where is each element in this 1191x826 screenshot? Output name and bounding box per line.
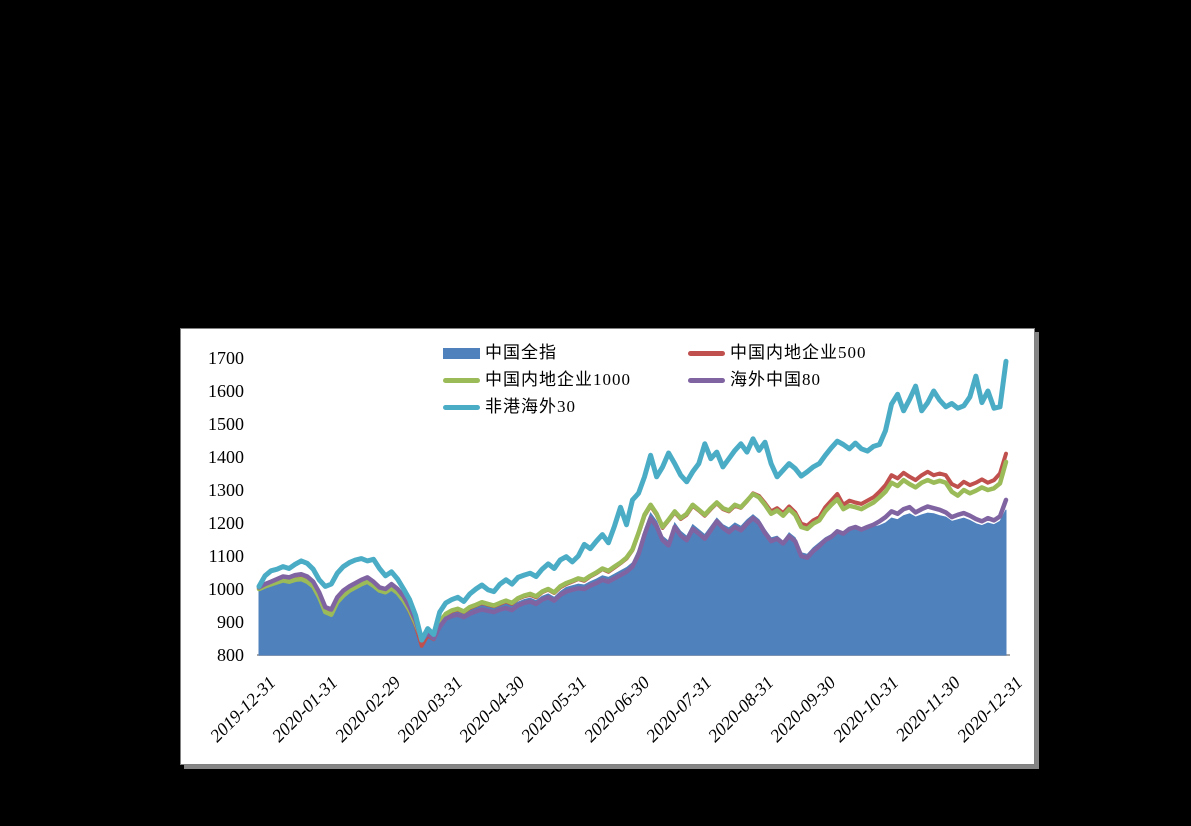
legend-swatch-icon (443, 404, 480, 410)
legend-item-4: 非港海外30 (443, 395, 576, 419)
y-axis-label: 900 (217, 612, 244, 632)
legend-label: 中国全指 (485, 343, 557, 362)
legend-label: 中国内地企业500 (730, 343, 867, 362)
legend-swatch-icon (443, 377, 480, 383)
legend-item-0: 中国全指 (443, 341, 557, 365)
series-line-2 (256, 459, 1009, 641)
series-line-3 (256, 497, 1009, 643)
y-axis-label: 1500 (208, 414, 244, 434)
legend-swatch-icon (443, 347, 480, 359)
y-axis-label: 1400 (208, 447, 244, 467)
legend-swatch-icon (688, 350, 725, 356)
y-axis-label: 1000 (208, 579, 244, 599)
chart-panel: 1700 1600 1500 1400 1300 1200 1100 1000 900 800 2… (180, 328, 1035, 765)
legend-swatch-icon (688, 377, 725, 383)
y-axis-label: 1200 (208, 513, 244, 533)
legend-label: 中国内地企业1000 (485, 370, 631, 389)
plot-area (256, 358, 1009, 656)
y-axis-label: 1600 (208, 381, 244, 401)
legend-label: 非港海外30 (485, 397, 576, 416)
y-axis-label: 800 (217, 645, 244, 665)
y-axis-label: 1300 (208, 480, 244, 500)
y-axis-label: 1100 (208, 546, 244, 566)
y-axis-label: 1700 (208, 348, 244, 368)
legend-label: 海外中国80 (730, 370, 821, 389)
legend-item-2: 中国内地企业1000 (443, 368, 631, 392)
legend-item-3: 海外中国80 (688, 368, 821, 392)
legend-item-1: 中国内地企业500 (688, 341, 867, 365)
series-line-4 (256, 358, 1009, 643)
